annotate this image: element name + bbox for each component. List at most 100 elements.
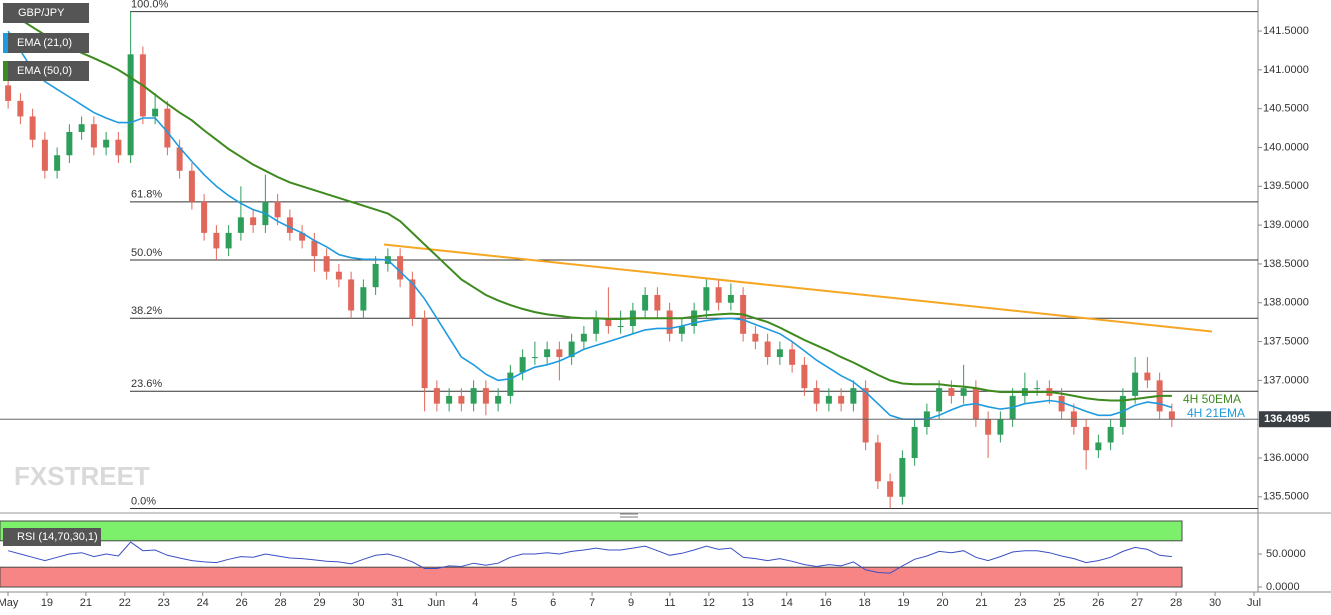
candle-body: [495, 395, 502, 404]
rsi-tick-label: 0.0000: [1266, 581, 1300, 593]
candle-body: [1168, 411, 1175, 420]
x-tick-label: 26: [1092, 597, 1104, 609]
x-tick-label: 6: [550, 597, 556, 609]
x-tick-label: 28: [274, 597, 286, 609]
candle-body: [360, 287, 367, 311]
x-tick-label: 19: [897, 597, 909, 609]
x-tick-label: 24: [197, 597, 209, 609]
candle-body: [813, 388, 820, 404]
x-tick-label: 11: [664, 597, 675, 609]
candle-body: [372, 263, 379, 288]
candle-body: [580, 333, 587, 342]
y-tick-label: 141.0000: [1263, 64, 1309, 76]
y-tick-label: 139.5000: [1263, 180, 1309, 192]
y-tick-label: 141.5000: [1263, 25, 1309, 37]
candle-body: [678, 326, 685, 334]
candle-body: [531, 357, 538, 359]
candle-body: [90, 124, 97, 148]
candle-body: [433, 388, 440, 404]
x-tick-label: 20: [936, 597, 948, 609]
candle-body: [127, 54, 134, 156]
candle-body: [274, 201, 281, 218]
legend-box: [3, 33, 89, 53]
candle-body: [348, 279, 355, 311]
candle-body: [66, 131, 73, 156]
candle-body: [225, 232, 232, 249]
fib-label: 61.8%: [131, 189, 162, 201]
y-tick-label: 137.0000: [1263, 374, 1309, 386]
legend-symbol: GBP/JPY: [18, 7, 65, 19]
candle-body: [985, 419, 992, 435]
fib-label: 23.6%: [131, 378, 162, 390]
ema-annotation: 4H 21EMA: [1187, 406, 1245, 420]
x-tick-label: 12: [703, 597, 715, 609]
candle-body: [776, 349, 783, 358]
x-tick-label: 14: [781, 597, 793, 609]
candle-body: [727, 294, 734, 303]
candle-body: [960, 388, 967, 396]
candle-body: [715, 287, 722, 303]
x-tick-label: 18: [859, 597, 871, 609]
x-tick-label: 25: [1053, 597, 1065, 609]
candle-body: [507, 372, 514, 396]
candle-body: [1107, 426, 1114, 443]
fib-label: 38.2%: [131, 305, 162, 317]
y-tick-label: 137.5000: [1263, 335, 1309, 347]
candle-body: [176, 147, 183, 171]
rsi-overbought-band: [0, 520, 1183, 542]
y-tick-label: 140.0000: [1263, 141, 1309, 153]
trendline: [383, 243, 1213, 333]
x-tick-label: 23: [1014, 597, 1026, 609]
candle-body: [78, 124, 85, 132]
candle-body: [29, 116, 36, 140]
y-tick-label: 139.0000: [1263, 219, 1309, 231]
candle-body: [446, 395, 453, 404]
candle-body: [458, 395, 465, 404]
candle-body: [250, 217, 257, 226]
x-tick-label: 31: [391, 597, 403, 609]
last-price-box: [1259, 411, 1331, 428]
x-tick-label: 30: [1209, 597, 1221, 609]
x-tick-label: 7: [589, 597, 595, 609]
x-tick-label: May: [0, 597, 19, 609]
x-tick-label: 26: [236, 597, 248, 609]
ema-annotation: 4H 50EMA: [1183, 392, 1241, 406]
x-tick-label: 5: [511, 597, 517, 609]
y-tick-label: 138.5000: [1263, 258, 1309, 270]
legend-label: EMA (50,0): [17, 65, 72, 77]
candle-body: [299, 232, 306, 241]
candle-body: [936, 388, 943, 412]
candle-body: [213, 232, 220, 249]
candle-body: [397, 256, 404, 280]
candle-body: [752, 333, 759, 342]
y-tick-label: 138.0000: [1263, 297, 1309, 309]
x-tick-label: 22: [119, 597, 131, 609]
candle-body: [335, 271, 342, 280]
candle-body: [666, 310, 673, 334]
candle-body: [838, 395, 845, 404]
candle-body: [544, 349, 551, 358]
y-tick-label: 140.5000: [1263, 103, 1309, 115]
candle-body: [519, 357, 526, 373]
rsi-tick-label: 50.0000: [1266, 548, 1306, 560]
rsi-line: [7, 541, 1172, 574]
candle-body: [556, 349, 563, 358]
x-tick-label: 4: [472, 597, 478, 609]
watermark-logo: FXSTREET: [14, 461, 150, 491]
x-tick-label: 21: [80, 597, 92, 609]
candle-body: [311, 240, 318, 257]
x-tick-label: 9: [628, 597, 634, 609]
ema-line: [7, 30, 1173, 420]
candle-body: [286, 217, 293, 233]
candle-body: [1083, 426, 1090, 451]
x-tick-label: 30: [352, 597, 364, 609]
candle-body: [691, 310, 698, 327]
panel-grip: [620, 513, 638, 518]
fib-label: 0.0%: [131, 495, 156, 507]
candle-body: [323, 256, 330, 272]
candle-body: [605, 318, 612, 327]
candle-body: [801, 364, 808, 389]
candle-body: [887, 481, 894, 497]
candle-body: [201, 201, 208, 233]
